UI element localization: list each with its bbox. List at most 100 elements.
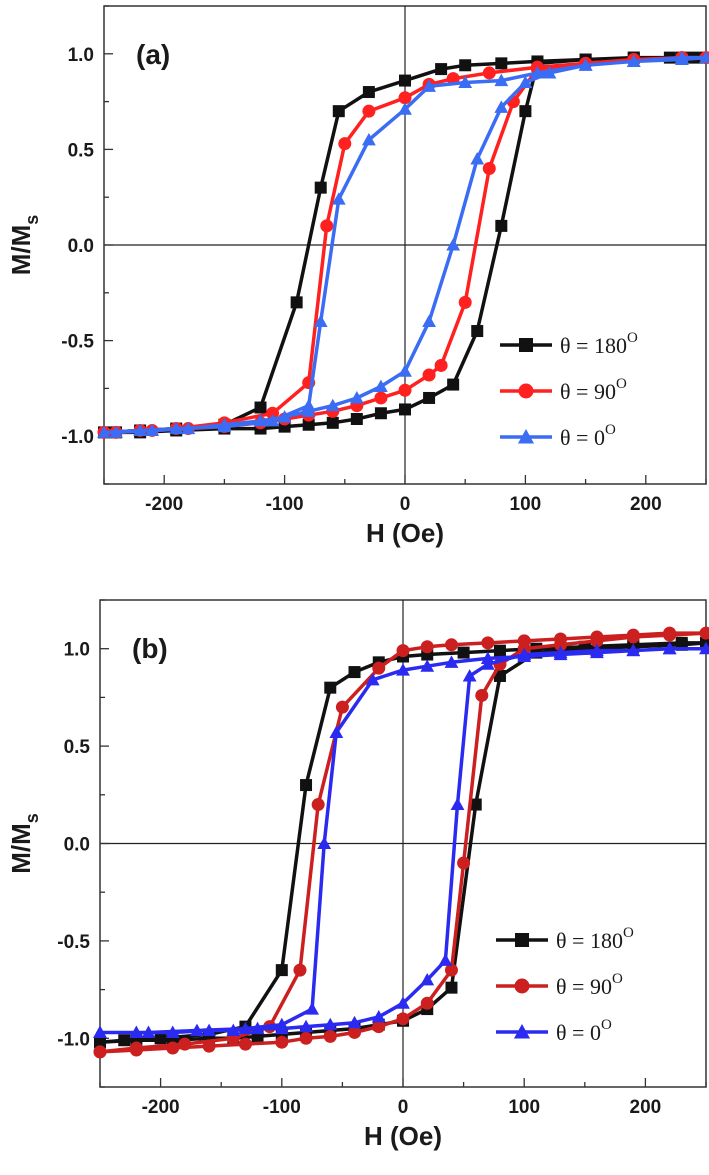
data-point [129,1041,143,1055]
data-point [445,981,458,994]
data-point [475,688,489,702]
data-point [313,314,328,327]
data-point [320,219,334,233]
data-point [519,105,532,118]
panel-b: -200 -100 0 100 200 -1.0 -0.5 0.0 0.5 1.0 H (Oe) M/… [6,599,709,1151]
series-line [99,631,708,1054]
data-point [675,50,689,64]
data-point [457,856,471,870]
data-point [396,1012,410,1026]
data-point [118,1034,131,1047]
data-point [482,162,496,176]
y-tick-label: 0.0 [68,236,94,257]
panel-label: (a) [136,39,170,70]
data-point [399,403,411,416]
legend-label: θ = 180O [560,330,638,358]
y-tick-label: -1.0 [61,427,94,448]
data-point [662,641,677,655]
data-point [275,1035,289,1049]
data-point [97,425,111,438]
data-point [458,295,472,309]
data-point [420,640,434,654]
data-point [398,383,412,397]
data-point [250,1021,265,1035]
data-point [350,412,363,425]
data-point [154,1032,167,1045]
panel-label: (b) [132,633,168,664]
y-tick-label: -0.5 [61,332,94,353]
data-point [434,358,448,372]
y-axis-label: M/Ms [6,215,42,276]
data-point [317,836,332,850]
data-point [374,391,388,405]
data-point [348,666,361,679]
data-point [530,66,545,79]
legend-label: θ = 180O [556,925,634,953]
data-point [481,636,495,650]
data-point [365,672,380,686]
data-point [314,181,327,194]
data-point [323,1029,337,1043]
data-point [626,628,640,642]
data-point [420,972,435,986]
y-tick-label: -1.0 [57,1029,90,1050]
legend-marker [519,338,533,352]
data-point [129,1025,144,1038]
data-point [469,798,482,811]
data-point [699,50,709,64]
data-point [299,1019,313,1033]
data-point [362,86,375,99]
data-point [277,410,292,423]
data-point [494,73,509,87]
data-point [94,1036,106,1049]
data-point [459,59,472,72]
data-point [517,649,532,663]
data-point [398,364,412,377]
data-point [444,655,459,668]
data-point [301,398,316,412]
data-point [396,996,410,1009]
data-point [444,638,458,652]
data-point [347,1015,362,1029]
x-tick-label: 100 [508,1097,540,1118]
data-point [323,1017,338,1031]
y-tick-label: 0.5 [64,737,91,758]
data-point [423,391,436,404]
data-point [299,1031,313,1045]
data-point [325,398,340,412]
y-tick-label: 0.0 [64,835,90,856]
x-tick-label: -100 [266,494,304,515]
y-axis-label: M/Ms [6,813,42,874]
data-point [275,964,288,977]
legend-item: θ = 0O [496,1017,612,1045]
series-circle [93,626,709,1059]
data-point [178,1037,192,1051]
data-point [217,419,232,433]
data-point [300,779,313,792]
data-point [590,645,604,659]
data-point [165,1025,180,1038]
data-point [181,421,196,435]
data-point [238,1037,252,1051]
data-point [495,219,508,232]
data-point [542,66,557,79]
y-tick-label: 1.0 [64,640,90,661]
y-tick-label: -0.5 [57,932,90,953]
x-tick-label: -200 [142,1097,180,1118]
data-point [253,414,268,427]
data-point [349,391,364,404]
data-point [517,634,531,648]
x-tick-label: 0 [398,1097,409,1118]
data-point [302,418,315,431]
data-point [332,105,345,118]
data-point [578,58,593,71]
data-point [145,423,160,436]
data-point [447,378,460,391]
x-tick-label: -200 [145,494,183,515]
data-point [482,66,496,80]
legend-label: θ = 0O [556,1017,612,1045]
data-point [166,1041,180,1055]
x-axis-label: H (Oe) [364,1121,442,1151]
legend-item: θ = 180O [500,330,638,358]
data-point [374,379,388,393]
